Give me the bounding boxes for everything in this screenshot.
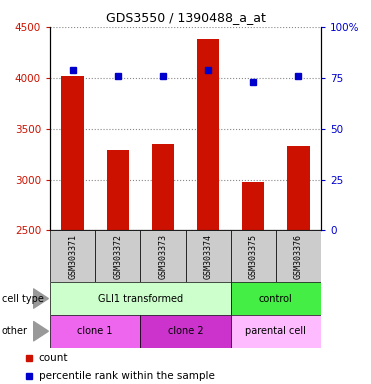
Text: GSM303374: GSM303374: [204, 234, 213, 279]
FancyBboxPatch shape: [186, 230, 231, 282]
FancyBboxPatch shape: [231, 315, 321, 348]
Bar: [61, 76, 84, 230]
Polygon shape: [33, 321, 48, 341]
Text: count: count: [39, 353, 68, 363]
Text: GSM303375: GSM303375: [249, 234, 258, 279]
FancyBboxPatch shape: [231, 230, 276, 282]
Bar: [197, 39, 219, 230]
Text: other: other: [2, 326, 28, 336]
FancyBboxPatch shape: [50, 315, 140, 348]
Text: control: control: [259, 293, 293, 304]
Text: cell type: cell type: [2, 293, 44, 304]
Bar: [242, 182, 265, 230]
Bar: [287, 146, 310, 230]
Text: GSM303376: GSM303376: [294, 234, 303, 279]
FancyBboxPatch shape: [140, 315, 231, 348]
FancyBboxPatch shape: [50, 282, 231, 315]
Text: GSM303372: GSM303372: [113, 234, 122, 279]
FancyBboxPatch shape: [140, 230, 186, 282]
Bar: [106, 149, 129, 230]
FancyBboxPatch shape: [231, 282, 321, 315]
Text: GLI1 transformed: GLI1 transformed: [98, 293, 183, 304]
Text: percentile rank within the sample: percentile rank within the sample: [39, 371, 214, 381]
FancyBboxPatch shape: [276, 230, 321, 282]
Title: GDS3550 / 1390488_a_at: GDS3550 / 1390488_a_at: [106, 11, 265, 24]
Bar: [152, 144, 174, 230]
Text: GSM303373: GSM303373: [158, 234, 167, 279]
Text: GSM303371: GSM303371: [68, 234, 77, 279]
Text: clone 1: clone 1: [78, 326, 113, 336]
FancyBboxPatch shape: [95, 230, 140, 282]
FancyBboxPatch shape: [50, 230, 95, 282]
Text: clone 2: clone 2: [168, 326, 203, 336]
Text: parental cell: parental cell: [245, 326, 306, 336]
Polygon shape: [33, 289, 48, 308]
